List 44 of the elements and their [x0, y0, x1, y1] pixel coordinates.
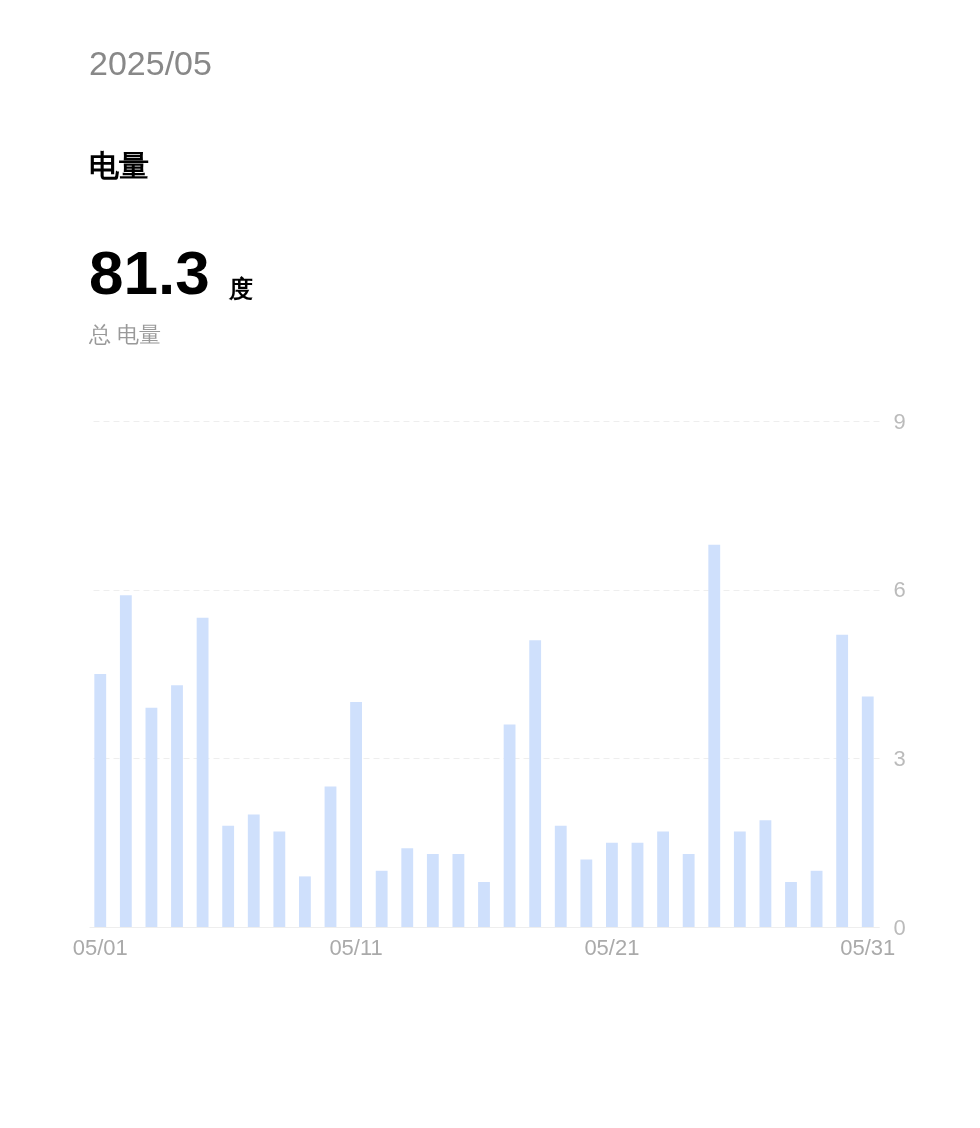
text: 总 电量	[88, 322, 162, 347]
chart-title: 电量	[89, 149, 149, 182]
bar	[171, 685, 183, 927]
x-tick-label: 05/21	[584, 934, 640, 960]
text: 81.3	[89, 238, 210, 307]
bar	[273, 831, 286, 927]
bar	[401, 848, 414, 927]
bar	[119, 595, 132, 927]
bar	[785, 882, 797, 927]
bar	[810, 870, 823, 927]
bar	[375, 870, 388, 927]
y-tick-label: 3	[893, 745, 906, 771]
x-tick-label: 05/31	[840, 934, 896, 960]
bar	[94, 674, 107, 927]
y-tick-label: 9	[893, 408, 906, 434]
text: 2025/05	[89, 44, 212, 82]
bar	[631, 842, 644, 927]
bar	[657, 831, 669, 927]
bar	[478, 882, 490, 927]
bar	[350, 702, 362, 927]
bar	[452, 853, 465, 927]
bar	[580, 859, 593, 927]
bar	[836, 634, 849, 927]
bar	[733, 831, 746, 927]
bar	[759, 820, 772, 927]
x-tick-label: 05/11	[329, 934, 383, 960]
bar	[222, 825, 235, 927]
bar	[529, 640, 542, 927]
bar	[554, 825, 567, 927]
bar	[247, 814, 260, 927]
y-tick-label: 6	[893, 577, 906, 603]
text: 度	[228, 275, 253, 302]
bar	[145, 707, 158, 927]
bar	[861, 696, 874, 927]
bar	[708, 544, 721, 927]
x-tick-label: 05/01	[72, 934, 128, 960]
bar	[606, 842, 618, 927]
bar	[426, 853, 439, 927]
y-tick-label: 0	[893, 914, 906, 940]
bar	[503, 724, 516, 927]
bar	[299, 876, 311, 927]
bar	[324, 786, 337, 927]
bar	[196, 617, 209, 927]
bar	[682, 853, 695, 927]
